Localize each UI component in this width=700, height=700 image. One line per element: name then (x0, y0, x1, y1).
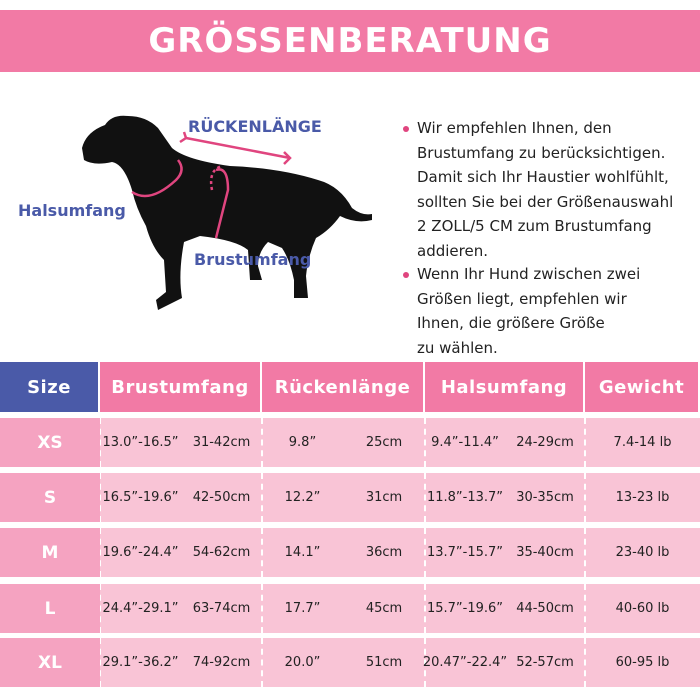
col-divider (584, 584, 586, 633)
note-line: Brustumfang zu berücksichtigen. (417, 143, 666, 162)
col-divider (261, 473, 263, 522)
value-cell: 16.5”-19.6” (102, 490, 179, 505)
value-cell: 31cm (365, 490, 403, 505)
note-line: Damit sich Ihr Haustier wohlfühlt, (417, 168, 669, 186)
col-divider (584, 638, 586, 687)
value-cell: 20.47”-22.4” (422, 655, 508, 670)
value-cell: 51cm (365, 655, 403, 670)
note-line: 2 ZOLL/5 CM zum Brustumfang (417, 217, 652, 235)
value-cell: 7.4-14 lb (613, 435, 672, 450)
dog-diagram (82, 115, 372, 310)
value-cell: 30-35cm (516, 490, 574, 505)
value-cell: 63-74cm (192, 601, 251, 616)
value-cell: 24.4”-29.1” (102, 601, 179, 616)
value-cell: 60-95 lb (615, 655, 670, 670)
value-cell: 74-92cm (192, 655, 251, 670)
note-line: Größen liegt, empfehlen wir (417, 289, 627, 308)
row-bg (100, 528, 700, 577)
chest-label: Brustumfang (194, 250, 312, 269)
value-cell: 9.4”-11.4” (431, 435, 499, 450)
value-cell: 20.0” (284, 655, 321, 670)
value-cell: 14.1” (284, 545, 321, 560)
col-divider (99, 638, 101, 687)
value-cell: 35-40cm (516, 545, 574, 560)
value-cell: 25cm (365, 435, 403, 450)
note-line: Wir empfehlen Ihnen, den (417, 119, 612, 137)
value-cell: 45cm (365, 601, 403, 616)
value-cell: 44-50cm (516, 601, 574, 616)
value-cell: 31-42cm (192, 435, 251, 450)
value-cell: 54-62cm (192, 545, 251, 560)
value-cell: 29.1”-36.2” (102, 655, 179, 670)
value-cell: 12.2” (284, 490, 321, 505)
col-divider (424, 638, 426, 687)
header-cell: Halsumfang (425, 362, 583, 412)
col-divider (99, 584, 101, 633)
col-divider (424, 473, 426, 522)
col-divider (584, 418, 586, 467)
value-cell: 19.6”-24.4” (102, 545, 179, 560)
size-cell: M (0, 528, 100, 577)
note: Wir empfehlen Ihnen, den Brustumfang zu b… (403, 116, 673, 263)
col-divider (99, 418, 101, 467)
value-cell: 13.7”-15.7” (426, 545, 504, 560)
col-divider (424, 584, 426, 633)
col-divider (261, 584, 263, 633)
col-divider (424, 528, 426, 577)
neck-label: Halsumfang (18, 201, 126, 220)
value-cell: 36cm (365, 545, 403, 560)
value-cell: 24-29cm (516, 435, 574, 450)
col-divider (584, 473, 586, 522)
note-line: zu wählen. (417, 338, 498, 357)
col-divider (424, 418, 426, 467)
note-line: sollten Sie bei der Größenauswahl (417, 192, 674, 211)
header-cell: Gewicht (585, 362, 698, 412)
note-line: Wenn Ihr Hund zwischen zwei (417, 265, 641, 283)
value-cell: 52-57cm (516, 655, 574, 670)
row-bg (100, 473, 700, 522)
col-divider (261, 418, 263, 467)
value-cell: 15.7”-19.6” (426, 601, 504, 616)
col-divider (261, 638, 263, 687)
note-line: addieren. (417, 241, 488, 260)
header-cell: Brustumfang (100, 362, 260, 412)
value-cell: 42-50cm (192, 490, 251, 505)
size-cell: XL (0, 638, 100, 687)
size-cell: S (0, 473, 100, 522)
bullet (403, 272, 409, 278)
row-bg (100, 418, 700, 467)
value-cell: 13-23 lb (615, 490, 670, 505)
row-bg (100, 584, 700, 633)
value-cell: 40-60 lb (615, 601, 670, 616)
note: Wenn Ihr Hund zwischen zwei Größen liegt,… (403, 262, 640, 360)
value-cell: 17.7” (284, 601, 321, 616)
value-cell: 13.0”-16.5” (102, 435, 179, 450)
size-cell: L (0, 584, 100, 633)
value-cell: 9.8” (288, 435, 317, 450)
header-cell: Rückenlänge (262, 362, 423, 412)
col-divider (584, 528, 586, 577)
header-cell: Size (0, 362, 98, 412)
back-label: RÜCKENLÄNGE (188, 117, 322, 136)
bullet (403, 126, 409, 132)
note-line: Ihnen, die größere Größe (417, 314, 605, 332)
value-cell: 23-40 lb (615, 545, 670, 560)
col-divider (99, 473, 101, 522)
title: GRÖSSENBERATUNG (0, 10, 700, 72)
size-cell: XS (0, 418, 100, 467)
col-divider (261, 528, 263, 577)
value-cell: 11.8”-13.7” (426, 490, 504, 505)
row-bg (100, 638, 700, 687)
col-divider (99, 528, 101, 577)
